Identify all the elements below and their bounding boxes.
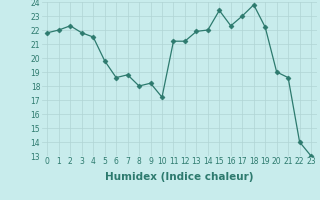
X-axis label: Humidex (Indice chaleur): Humidex (Indice chaleur) xyxy=(105,172,253,182)
